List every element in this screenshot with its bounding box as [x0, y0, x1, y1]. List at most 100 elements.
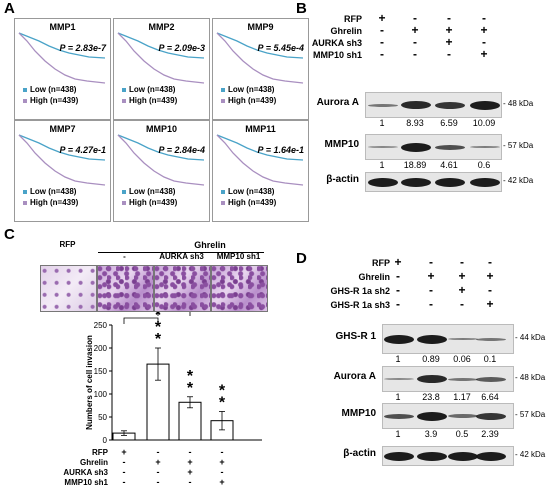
micrograph-label: RFP: [59, 240, 76, 249]
significance-star: *: [187, 380, 194, 397]
panel-b-label: B: [296, 0, 307, 17]
d-kda-marker: - 44 kDa: [515, 333, 546, 342]
legend-high-text: High (n=439): [129, 96, 178, 105]
d-band: [384, 334, 414, 344]
c-sign: -: [157, 477, 160, 487]
p-value: P = 2.84e-4: [158, 145, 205, 155]
b-sign: -: [380, 47, 384, 61]
d-quant: 1: [395, 429, 401, 439]
b-sign: -: [447, 11, 451, 25]
low-square-icon: [23, 87, 27, 92]
legend-low: Low (n=438): [122, 187, 175, 196]
b-sign: +: [480, 47, 488, 61]
d-row-label: RFP: [372, 258, 390, 268]
b-band: [435, 177, 465, 187]
b-band: [435, 144, 465, 150]
legend-high: High (n=439): [23, 198, 78, 207]
low-curve: [117, 32, 205, 59]
legend-high-text: High (n=439): [30, 198, 79, 207]
b-band: [470, 177, 500, 187]
invasion-micrograph: [154, 265, 211, 312]
d-band: [417, 451, 447, 461]
c-sign: -: [123, 467, 126, 477]
micrograph-label: MMP10 sh1: [216, 252, 261, 261]
d-band: [448, 451, 478, 461]
d-band: [448, 377, 478, 381]
km-title: MMP7: [49, 124, 76, 134]
d-blot-0: [382, 324, 514, 354]
km-plot-mmp11: MMP11 P = 1.64e-1 Low (n=438) High (n=439): [212, 120, 309, 222]
d-sign: -: [429, 255, 433, 269]
b-band: [368, 103, 398, 107]
b-sign: -: [413, 11, 417, 25]
d-kda-marker: - 42 kDa: [515, 450, 546, 459]
d-sign: +: [458, 283, 466, 297]
c-row-label: MMP10 sh1: [64, 478, 108, 487]
b-band: [368, 177, 398, 187]
b-kda-marker: - 42 kDa: [503, 176, 534, 185]
km-title: MMP9: [247, 22, 274, 32]
legend-low-text: Low (n=438): [129, 187, 176, 196]
c-sign: +: [187, 467, 192, 477]
km-plot-mmp2: MMP2 P = 2.09e-3 Low (n=438) High (n=439): [113, 18, 210, 120]
km-title: MMP2: [148, 22, 175, 32]
d-blot-label: MMP10: [341, 408, 376, 419]
b-blot-0: [365, 92, 502, 118]
d-quant: 0.1: [483, 354, 497, 364]
b-sign: -: [482, 35, 486, 49]
legend-low-text: Low (n=438): [228, 85, 275, 94]
invasion-micrograph: [97, 265, 154, 312]
d-blot-label: GHS-R 1: [335, 331, 376, 342]
high-square-icon: [23, 98, 27, 103]
b-band: [368, 146, 398, 148]
high-curve: [18, 134, 106, 186]
d-band: [417, 334, 447, 344]
c-sign: +: [121, 447, 126, 457]
km-curves: [216, 32, 304, 84]
high-square-icon: [23, 200, 27, 205]
comparison-bracket: [123, 317, 159, 324]
d-row-label: GHS-R 1a sh2: [330, 286, 390, 296]
low-square-icon: [221, 189, 225, 194]
km-title: MMP10: [145, 124, 177, 134]
d-blot-3: [382, 446, 514, 466]
km-title: MMP1: [49, 22, 76, 32]
km-plot-mmp10: MMP10 P = 2.84e-4 Low (n=438) High (n=439): [113, 120, 210, 222]
legend-high: High (n=439): [221, 96, 276, 105]
d-sign: +: [486, 297, 494, 311]
b-blot-2: [365, 172, 502, 192]
b-quant: 1: [379, 160, 385, 170]
micrograph-label: -: [123, 252, 126, 261]
legend-high-text: High (n=439): [129, 198, 178, 207]
legend-high: High (n=439): [221, 198, 276, 207]
b-quant: 18.89: [403, 160, 427, 170]
panel-d-label: D: [296, 250, 307, 267]
c-sign: -: [157, 467, 160, 477]
b-sign: +: [445, 23, 453, 37]
d-kda-marker: - 48 kDa: [515, 373, 546, 382]
p-value: P = 1.64e-1: [257, 145, 304, 155]
high-square-icon: [221, 98, 225, 103]
d-sign: -: [460, 255, 464, 269]
d-row-label: Ghrelin: [358, 272, 390, 282]
legend-low: Low (n=438): [122, 85, 175, 94]
legend-low: Low (n=438): [23, 187, 76, 196]
b-band: [435, 101, 465, 109]
d-blot-label: Aurora A: [333, 371, 376, 382]
c-row-label: Ghrelin: [80, 458, 108, 467]
c-sign: -: [221, 447, 224, 457]
b-quant: 10.09: [472, 118, 496, 128]
b-sign: +: [411, 23, 419, 37]
micrograph-label: AURKA sh3: [159, 252, 204, 261]
d-band: [384, 413, 414, 419]
legend-high: High (n=439): [122, 198, 177, 207]
p-value: P = 2.09e-3: [158, 43, 205, 53]
d-kda-marker: - 57 kDa: [515, 410, 546, 419]
legend-high-text: High (n=439): [228, 96, 277, 105]
d-sign: +: [394, 255, 402, 269]
d-sign: -: [488, 283, 492, 297]
d-sign: -: [396, 283, 400, 297]
y-tick-label: 250: [94, 321, 108, 330]
b-band: [401, 142, 431, 152]
